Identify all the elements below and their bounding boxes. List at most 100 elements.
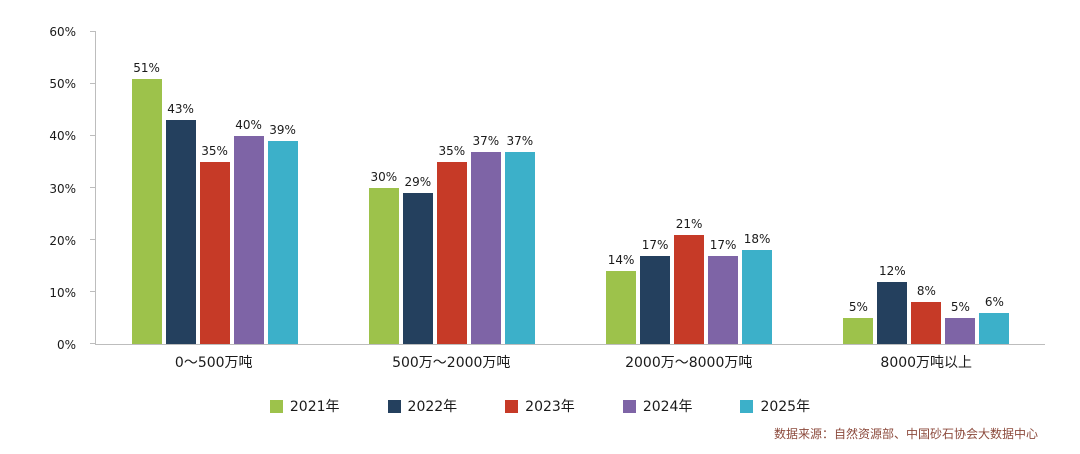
y-tick-mark xyxy=(90,343,96,344)
bar-value-label: 37% xyxy=(472,133,500,148)
bar-group: 51% 43% 35% 40% 39% xyxy=(96,32,333,344)
bar-column: 17% xyxy=(708,32,739,344)
bar-column: 39% xyxy=(267,32,298,344)
bar-value-label: 21% xyxy=(675,216,703,231)
bar-column: 37% xyxy=(470,32,501,344)
bar xyxy=(979,312,1010,344)
bar-column: 30% xyxy=(368,32,399,344)
legend-item: 2024年 xyxy=(622,396,693,416)
bar xyxy=(504,151,535,344)
bar xyxy=(199,162,230,344)
bar xyxy=(877,281,908,344)
x-category-label: 500万～2000万吨 xyxy=(392,355,511,371)
y-tick-mark xyxy=(90,291,96,292)
bar xyxy=(233,136,264,344)
bar-value-label: 30% xyxy=(370,170,398,184)
bar xyxy=(368,188,399,344)
bar-group: 14% 17% 21% 17% 18% xyxy=(571,32,808,344)
bar-column: 35% xyxy=(436,32,467,344)
bar-value-label: 6% xyxy=(984,294,1004,309)
plot-area: 51% 43% 35% 40% 39% 30% 29% 35% 37% 37% 14% 17% 21% 1… xyxy=(90,31,1045,345)
y-tick-mark xyxy=(90,239,96,240)
bar-column: 43% xyxy=(165,32,196,344)
bar-value-label: 51% xyxy=(133,60,160,75)
legend-swatch-icon xyxy=(269,399,283,413)
bar xyxy=(606,271,637,344)
y-tick-label: 20% xyxy=(49,233,76,248)
bar-column: 5% xyxy=(945,32,976,344)
y-tick-mark xyxy=(90,135,96,136)
legend-item: 2023年 xyxy=(505,396,575,416)
bar-column: 5% xyxy=(843,32,874,344)
y-tick-label: 0% xyxy=(56,338,76,352)
bar-column: 8% xyxy=(911,32,942,344)
bar xyxy=(131,78,162,344)
legend: 2021年 2022年 2023年 2024年 2025年 xyxy=(0,396,1080,416)
bar-value-label: 17% xyxy=(709,237,737,252)
y-tick-mark xyxy=(90,187,96,188)
bar-value-label: 17% xyxy=(641,237,669,252)
x-axis-labels: 0～500万吨 500万～2000万吨 2000万～8000万吨 8000万吨以上 xyxy=(95,352,1045,372)
bar-group: 30% 29% 35% 37% 37% xyxy=(333,32,570,344)
legend-label: 2024年 xyxy=(642,399,693,415)
legend-item: 2021年 xyxy=(269,396,340,416)
y-tick-label: 30% xyxy=(49,181,76,196)
x-category-label: 8000万吨以上 xyxy=(880,355,973,371)
y-tick-label: 10% xyxy=(49,285,76,300)
bar xyxy=(267,141,298,344)
legend-swatch-icon xyxy=(740,399,754,413)
source-note: 数据来源：自然资源部、中国砂石协会大数据中心 xyxy=(773,427,1038,441)
bar xyxy=(640,255,671,344)
bar-value-label: 43% xyxy=(167,102,194,117)
legend-label: 2022年 xyxy=(407,399,458,415)
bar-value-label: 39% xyxy=(269,123,296,138)
y-tick-label: 60% xyxy=(49,25,76,39)
x-category-label: 2000万～8000万吨 xyxy=(625,355,753,371)
bar-column: 14% xyxy=(606,32,637,344)
bar xyxy=(742,250,773,344)
bar xyxy=(470,151,501,344)
bar-column: 51% xyxy=(131,32,162,344)
bar xyxy=(674,234,705,344)
bar-column: 17% xyxy=(640,32,671,344)
legend-swatch-icon xyxy=(622,399,636,413)
y-tick-label: 40% xyxy=(49,129,76,144)
bar-value-label: 35% xyxy=(201,144,228,158)
bar-group: 5% 12% 8% 5% 6% xyxy=(808,32,1045,344)
bar-value-label: 35% xyxy=(438,144,466,158)
legend-item: 2025年 xyxy=(740,396,810,416)
bar xyxy=(165,120,196,344)
y-tick-label: 50% xyxy=(49,77,76,92)
legend-label: 2025年 xyxy=(760,399,811,415)
bar-value-label: 14% xyxy=(607,253,635,268)
bar-column: 12% xyxy=(877,32,908,344)
x-category-label: 0～500万吨 xyxy=(174,355,253,371)
bar-value-label: 5% xyxy=(848,300,868,314)
legend-label: 2021年 xyxy=(289,399,340,415)
bar-value-label: 40% xyxy=(235,118,262,132)
bar-column: 37% xyxy=(504,32,535,344)
y-tick-mark xyxy=(90,31,96,32)
legend-swatch-icon xyxy=(505,399,519,413)
bar xyxy=(436,162,467,344)
bar-value-label: 37% xyxy=(506,133,534,148)
bar-column: 6% xyxy=(979,32,1010,344)
y-tick-mark xyxy=(90,83,96,84)
bar-value-label: 5% xyxy=(950,300,970,314)
bar-column: 40% xyxy=(233,32,264,344)
bar xyxy=(945,318,976,344)
y-axis: 0% 10% 20% 30% 40% 50% 60% xyxy=(0,25,88,352)
bar-column: 18% xyxy=(742,32,773,344)
bar-value-label: 29% xyxy=(404,175,432,190)
bar xyxy=(402,193,433,344)
legend-item: 2022年 xyxy=(387,396,458,416)
bar-column: 29% xyxy=(402,32,433,344)
bar-value-label: 12% xyxy=(879,263,906,278)
bar xyxy=(708,255,739,344)
bar xyxy=(843,318,874,344)
bar xyxy=(911,302,942,344)
legend-label: 2023年 xyxy=(525,399,575,415)
bar-value-label: 8% xyxy=(916,284,936,299)
bar-value-label: 18% xyxy=(743,232,771,247)
